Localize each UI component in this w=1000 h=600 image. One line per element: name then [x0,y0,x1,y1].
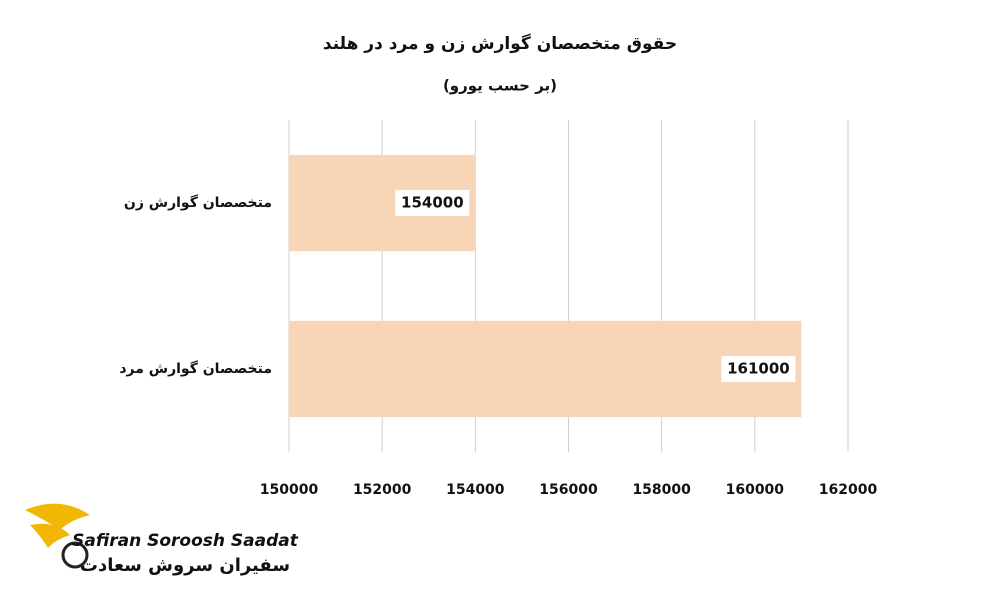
y-tick-label: متخصصان گوارش مرد [119,360,272,377]
x-tick-label: 154000 [446,482,505,498]
value-label: 154000 [401,194,464,212]
value-label-box [721,356,796,382]
x-tick-label: 162000 [819,482,878,498]
chart-title: حقوق متخصصان گوارش زن و مرد در هلند [323,33,677,54]
logo-wing [25,503,90,530]
x-tick-label: 150000 [260,482,319,498]
value-label: 161000 [727,360,790,378]
logo-swirl [61,541,89,569]
logo-name-en: Safiran Soroosh Saadat [72,531,299,551]
bar [289,320,802,418]
x-tick-label: 160000 [726,482,785,498]
logo-name-fa: سفیران سروش سعادت [80,555,290,576]
logo-wing [30,523,70,548]
y-tick-label: متخصصان گوارش زن [124,194,272,211]
x-tick-label: 152000 [353,482,412,498]
chart-subtitle: (بر حسب یورو) [443,77,557,95]
logo: Safiran Soroosh Saadat سفیران سروش سعادت [25,503,299,576]
x-tick-label: 156000 [539,482,598,498]
x-tick-label: 158000 [632,482,691,498]
value-label-box [395,190,470,216]
